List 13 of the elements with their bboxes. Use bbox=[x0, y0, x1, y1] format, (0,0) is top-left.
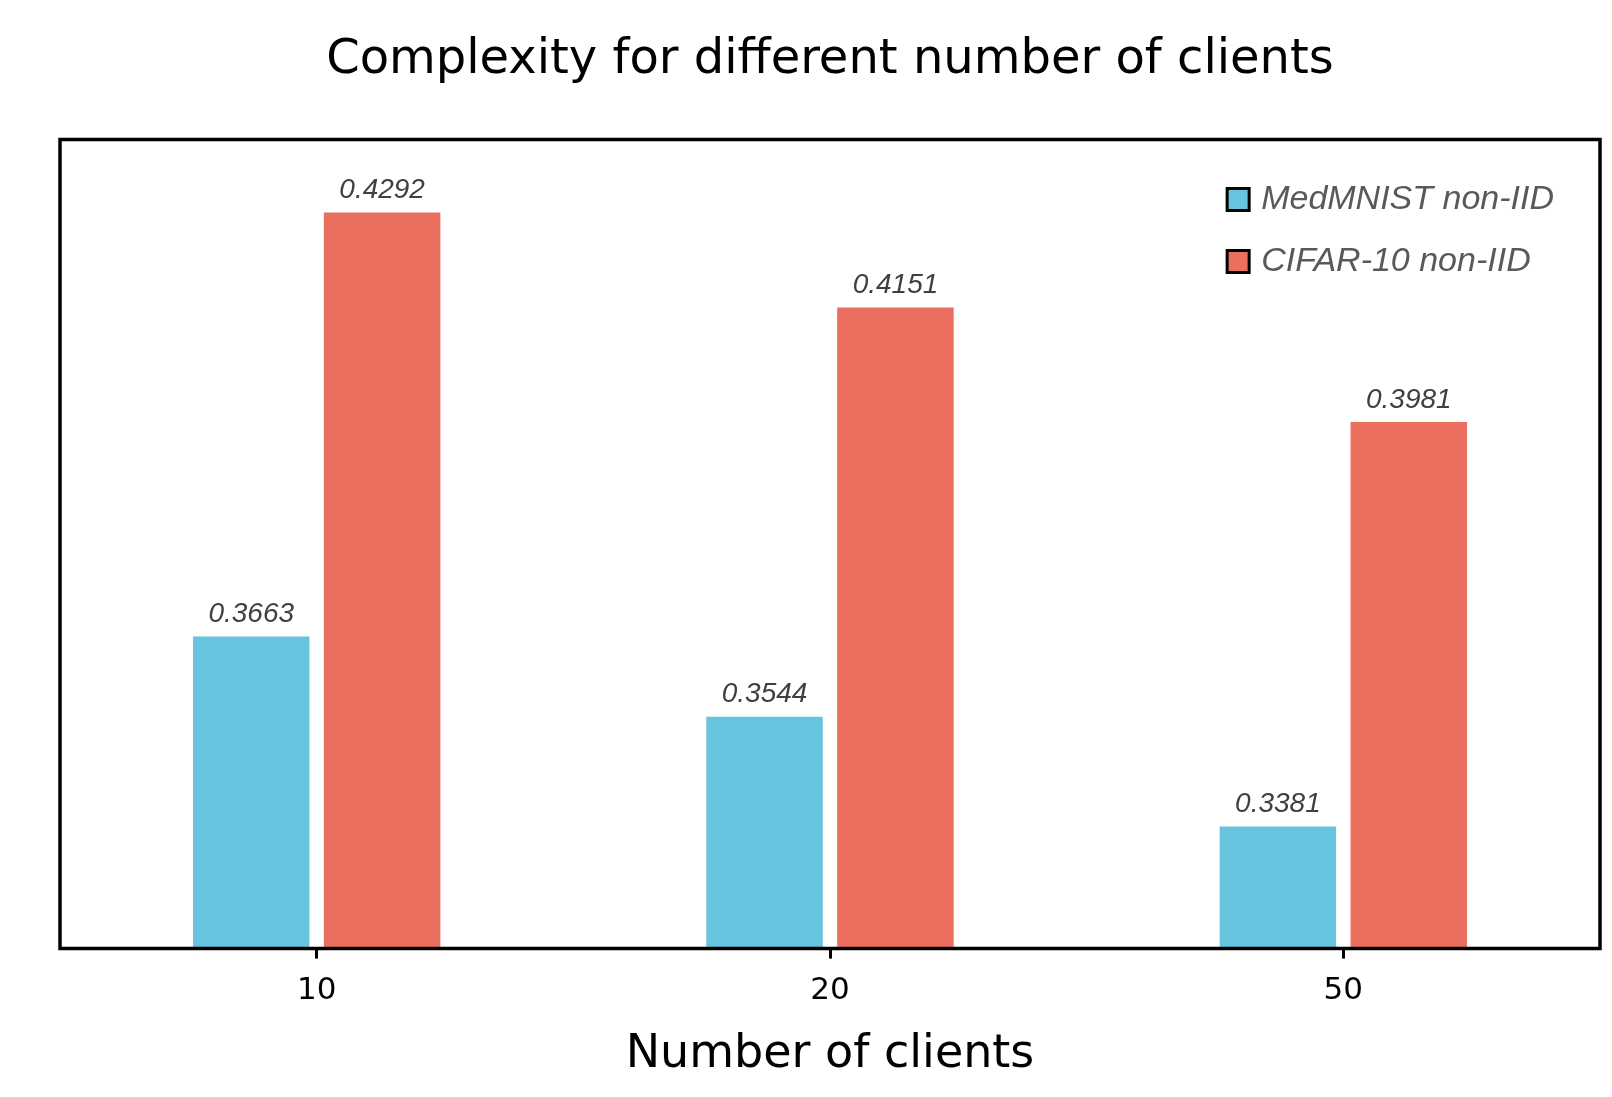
x-tick-label: 50 bbox=[1323, 970, 1364, 1007]
legend-label: MedMNIST non-IID bbox=[1261, 178, 1555, 217]
data-label: 0.3381 bbox=[1235, 787, 1321, 819]
data-label: 0.3981 bbox=[1365, 382, 1452, 414]
data-label: 0.4151 bbox=[852, 268, 939, 300]
data-label: 0.3663 bbox=[208, 597, 295, 629]
x-tick-label: 20 bbox=[810, 970, 850, 1007]
data-label: 0.4292 bbox=[339, 173, 426, 205]
legend-label: CIFAR-10 non-IID bbox=[1261, 240, 1531, 279]
x-axis-title: Number of clients bbox=[625, 1024, 1035, 1079]
x-tick-label: 10 bbox=[296, 970, 337, 1007]
chart-title: Complexity for different number of clients bbox=[326, 28, 1334, 85]
data-label: 0.3544 bbox=[721, 677, 808, 709]
